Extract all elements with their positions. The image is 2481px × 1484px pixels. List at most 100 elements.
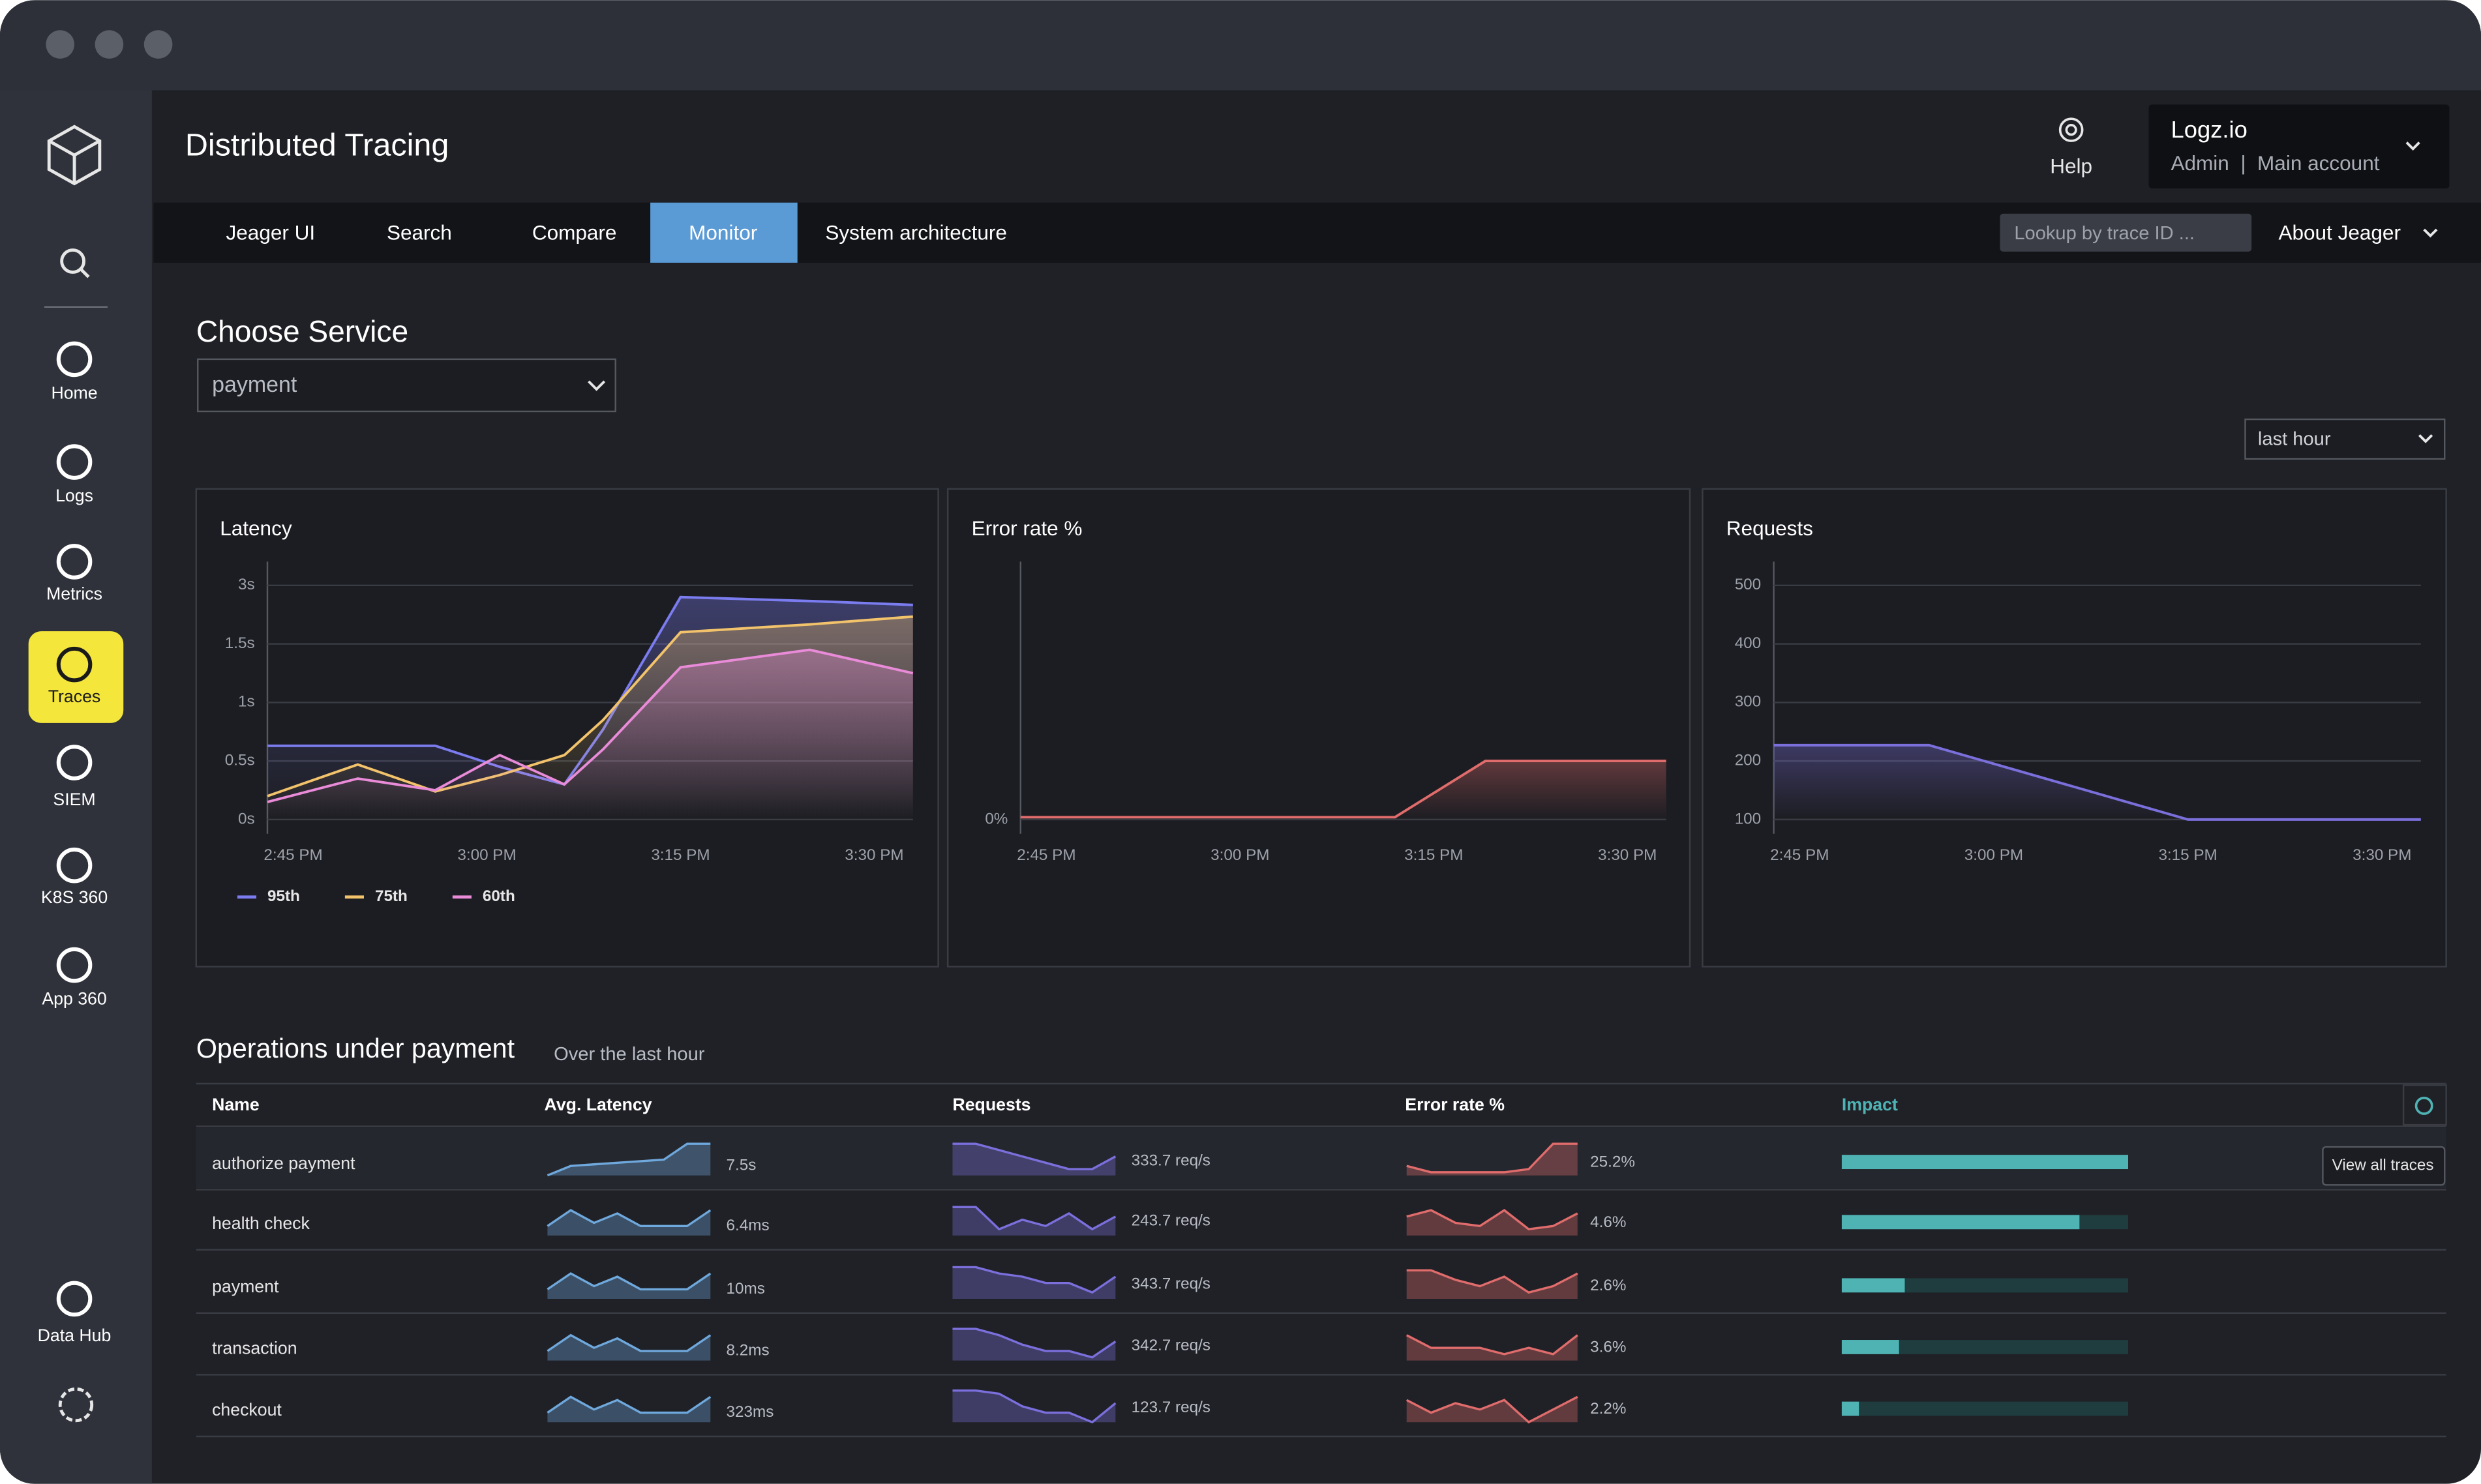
requests-value: 333.7 req/s — [1132, 1151, 1210, 1169]
title-bar — [0, 0, 2481, 91]
operation-name[interactable]: health check — [212, 1213, 310, 1233]
view-traces-label[interactable]: View all traces — [2332, 1157, 2434, 1174]
chart-panel — [946, 488, 1691, 968]
operations-subtitle: Over the last hour — [554, 1044, 705, 1065]
sidebar-icon[interactable] — [56, 646, 93, 683]
logo[interactable] — [47, 125, 102, 186]
sidebar-label[interactable]: Data Hub — [38, 1326, 112, 1345]
view-traces-button[interactable] — [2322, 1146, 2446, 1186]
series-area — [1773, 745, 2421, 820]
x-tick-label: 3:15 PM — [651, 846, 710, 864]
chart-title: Error rate % — [972, 516, 1083, 540]
sparkline-area — [952, 1267, 1116, 1299]
about-menu[interactable]: About Jeager — [2278, 221, 2400, 245]
nav-tab[interactable]: Search — [387, 221, 452, 245]
nav-tab[interactable]: Jeager UI — [226, 221, 316, 245]
window-maximize[interactable] — [143, 30, 173, 59]
trace-lookup-input[interactable] — [2000, 213, 2252, 252]
table-settings[interactable] — [2402, 1084, 2447, 1126]
nav-tab[interactable]: System architecture — [825, 221, 1007, 245]
help-icon[interactable] — [2058, 117, 2084, 142]
sidebar-label[interactable]: Logs — [55, 486, 93, 505]
operation-name[interactable]: authorize payment — [212, 1153, 355, 1173]
impact-bar — [1841, 1340, 1899, 1354]
sidebar-label[interactable]: K8S 360 — [41, 887, 108, 907]
latency-value: 323ms — [727, 1403, 774, 1421]
x-tick-label: 2:45 PM — [263, 846, 322, 864]
sidebar-label[interactable]: SIEM — [53, 790, 95, 809]
sparkline — [952, 1389, 1117, 1424]
sparkline — [547, 1333, 712, 1352]
sidebar-label[interactable]: App 360 — [42, 988, 106, 1008]
sparkline-area — [952, 1329, 1116, 1361]
sidebar-icon[interactable] — [56, 1281, 93, 1317]
nav-tab[interactable]: Compare — [532, 221, 617, 245]
sparkline — [1406, 1269, 1578, 1294]
impact-bar — [1841, 1155, 2128, 1170]
sidebar-icon[interactable] — [56, 341, 93, 378]
sidebar-label[interactable]: Metrics — [46, 584, 102, 603]
y-tick-label: 1.5s — [225, 634, 255, 652]
account-menu[interactable] — [2148, 104, 2450, 188]
sidebar-label[interactable]: Home — [51, 383, 97, 402]
service-select[interactable] — [197, 358, 616, 413]
search-icon[interactable] — [60, 248, 86, 274]
operation-name[interactable]: payment — [212, 1277, 279, 1296]
y-tick-label: 3s — [238, 576, 255, 593]
sparkline — [952, 1266, 1117, 1294]
chart-title: Requests — [1726, 516, 1813, 540]
window-close[interactable] — [46, 30, 75, 59]
column-header: Name — [212, 1095, 260, 1114]
x-tick-label: 3:00 PM — [1210, 846, 1269, 864]
y-tick-label: 400 — [1735, 634, 1761, 652]
operation-name[interactable]: transaction — [212, 1339, 297, 1358]
error-value: 2.6% — [1590, 1277, 1626, 1294]
sparkline — [1406, 1209, 1578, 1230]
series-area — [1020, 761, 1666, 820]
series-line — [1020, 760, 1666, 819]
time-range-chevron — [2418, 434, 2433, 443]
sparkline — [952, 1142, 1117, 1170]
sparkline — [1406, 1395, 1578, 1424]
operation-name[interactable]: checkout — [212, 1400, 282, 1419]
sidebar-label[interactable]: Traces — [48, 687, 101, 706]
x-tick-label: 3:00 PM — [1964, 846, 2023, 864]
sparkline-area — [547, 1210, 711, 1236]
x-tick-label: 3:00 PM — [457, 846, 516, 864]
legend-label: 60th — [483, 887, 515, 905]
sidebar-item-active — [28, 631, 124, 723]
sidebar-icon[interactable] — [56, 444, 93, 480]
sparkline-area — [952, 1207, 1116, 1236]
sparkline-area — [547, 1273, 711, 1299]
x-tick-label: 3:15 PM — [1404, 846, 1463, 864]
latency-value: 7.5s — [727, 1157, 757, 1174]
x-tick-label: 2:45 PM — [1017, 846, 1075, 864]
sidebar-icon[interactable] — [56, 947, 93, 983]
series-line — [267, 615, 913, 797]
account-role: Admin | Main account — [2171, 151, 2380, 175]
column-header: Error rate % — [1405, 1095, 1505, 1114]
time-range-select[interactable] — [2244, 418, 2446, 460]
page-title: Distributed Tracing — [185, 128, 449, 163]
sidebar-icon[interactable] — [56, 847, 93, 883]
latency-value: 10ms — [727, 1280, 765, 1298]
x-tick-label: 3:30 PM — [2353, 846, 2411, 864]
y-tick-label: 1s — [238, 693, 255, 711]
x-tick-label: 3:15 PM — [2158, 846, 2217, 864]
x-tick-label: 3:30 PM — [845, 846, 903, 864]
help-label[interactable]: Help — [2050, 155, 2092, 178]
sidebar-icon[interactable] — [56, 745, 93, 780]
y-tick-label: 500 — [1735, 576, 1761, 593]
x-tick-label: 2:45 PM — [1770, 846, 1829, 864]
nav-tab[interactable]: Monitor — [689, 221, 757, 245]
y-tick-label: 0% — [985, 810, 1008, 827]
sparkline-area — [1406, 1335, 1578, 1361]
series-area — [267, 649, 913, 820]
settings-icon[interactable] — [58, 1387, 94, 1423]
window-minimize[interactable] — [95, 30, 124, 59]
chart-panel — [1702, 488, 2447, 968]
sidebar-icon[interactable] — [56, 544, 93, 580]
